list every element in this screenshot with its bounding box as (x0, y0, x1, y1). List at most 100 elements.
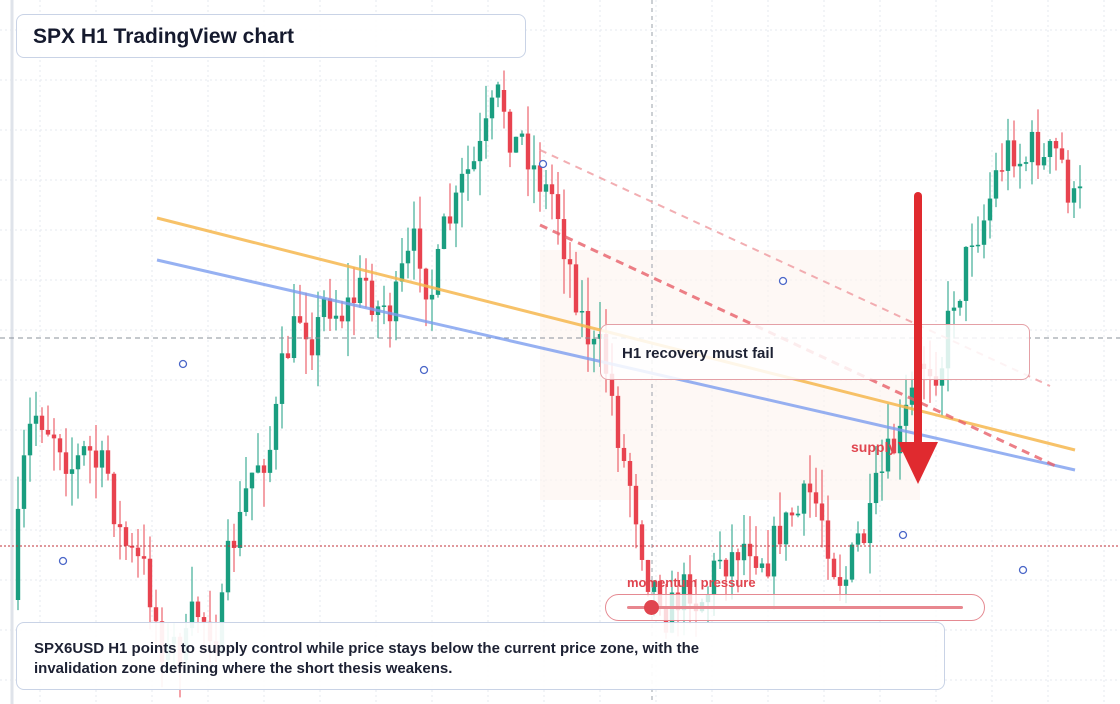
candle-body (795, 513, 801, 516)
candle-body (843, 579, 849, 586)
candle-body (891, 438, 897, 454)
candle-body (867, 503, 873, 544)
candle-body (615, 395, 621, 448)
candle-body (849, 544, 855, 580)
candle-body (39, 415, 45, 430)
candle-body (825, 520, 831, 559)
candle-body (33, 415, 39, 424)
candle-body (1029, 131, 1035, 163)
candle-body (861, 533, 867, 544)
candle-body (45, 429, 51, 435)
candle-body (957, 300, 963, 308)
candle-body (951, 307, 957, 311)
candle-body (993, 170, 999, 199)
candle-body (717, 559, 723, 562)
candle-body (477, 140, 483, 162)
candle-body (561, 219, 567, 260)
candle-body (315, 317, 321, 356)
candle-body (627, 461, 633, 486)
candle-body (897, 425, 903, 454)
candle-body (417, 228, 423, 269)
candle-body (411, 228, 417, 251)
candle-body (279, 353, 285, 404)
candle-body (801, 483, 807, 514)
candle-body (573, 264, 579, 313)
candle-body (999, 170, 1005, 172)
candle-body (873, 472, 879, 504)
candle-body (135, 547, 141, 557)
slider-knob[interactable] (644, 600, 659, 615)
candle-body (1053, 141, 1059, 149)
candle-body (537, 165, 543, 192)
candle-body (855, 533, 861, 545)
candle-body (93, 450, 99, 468)
candle-body (453, 192, 459, 224)
candle-body (753, 556, 759, 568)
candle-body (285, 353, 291, 359)
pivot-marker (898, 530, 908, 540)
candle-body (807, 483, 813, 493)
candle-body (27, 423, 33, 456)
candle-body (57, 438, 63, 453)
candle-body (1077, 186, 1083, 189)
candle-body (501, 90, 507, 112)
candle-body (507, 111, 513, 153)
candle-body (987, 198, 993, 221)
annotation: H1 recovery must fail (600, 324, 1030, 380)
candle-body (489, 97, 495, 119)
candle-body (99, 450, 105, 468)
summary-line: SPX6USD H1 points to supply control whil… (34, 640, 700, 657)
candle-body (339, 315, 345, 322)
candle-body (465, 169, 471, 174)
candle-body (1041, 157, 1047, 166)
candle-body (69, 469, 75, 474)
candle-body (525, 133, 531, 170)
candle-body (609, 373, 615, 396)
candle-body (447, 216, 453, 224)
candle-body (267, 449, 273, 473)
pivot-marker (778, 276, 788, 286)
candle-body (555, 194, 561, 220)
candle-body (153, 607, 159, 622)
candle-body (783, 512, 789, 545)
candle-body (231, 540, 237, 548)
candle-body (981, 220, 987, 245)
candle-body (297, 316, 303, 323)
candle-body (837, 577, 843, 586)
candle-body (429, 294, 435, 300)
candle-body (195, 601, 201, 618)
candle-body (369, 280, 375, 315)
candle-body (237, 511, 243, 548)
candle-body (117, 524, 123, 528)
candle-body (405, 250, 411, 264)
candle-body (549, 184, 555, 195)
candle-body (513, 136, 519, 153)
candle-body (1047, 141, 1053, 158)
candle-body (759, 563, 765, 568)
candle-body (393, 281, 399, 322)
candle-body (423, 268, 429, 300)
candle-body (621, 447, 627, 462)
candle-body (201, 617, 207, 622)
candle-body (351, 297, 357, 303)
candle-body (459, 173, 465, 193)
candle-body (933, 376, 939, 386)
momentum-label: momentum pressure (627, 575, 756, 590)
pivot-marker (58, 556, 68, 566)
candle-body (813, 492, 819, 504)
candle-body (495, 84, 501, 98)
candle-body (1071, 188, 1077, 203)
candle-body (651, 580, 657, 592)
candle-body (879, 471, 885, 473)
candle-body (327, 298, 333, 319)
candle-body (975, 244, 981, 247)
momentum-slider[interactable] (605, 594, 985, 621)
candle-body (687, 574, 693, 604)
candle-body (777, 525, 783, 545)
candle-body (1035, 131, 1041, 166)
candle-body (1059, 148, 1065, 160)
candle-body (645, 559, 651, 592)
candle-body (819, 503, 825, 521)
candle-body (765, 563, 771, 577)
